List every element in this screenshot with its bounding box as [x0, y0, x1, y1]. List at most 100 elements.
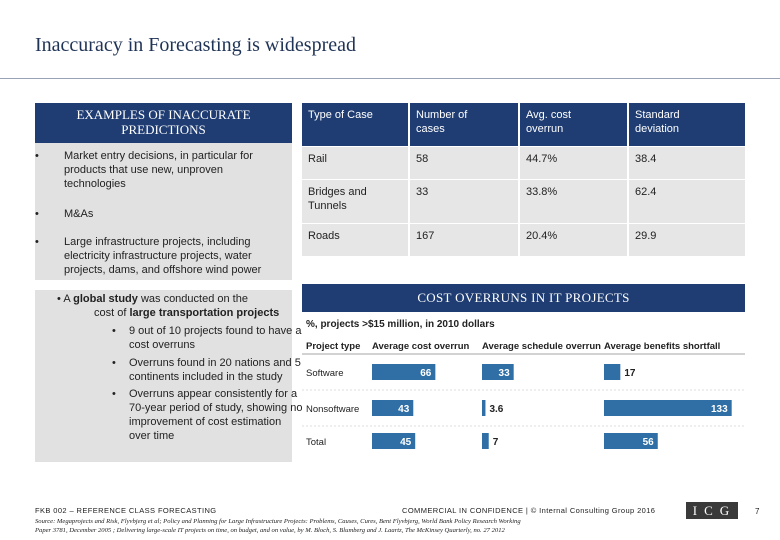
- bullet-marker: •: [57, 293, 61, 305]
- table-cell: 58: [410, 147, 518, 179]
- study-line1: • A global study was conducted on the: [57, 292, 297, 306]
- cost-overruns-title: COST OVERRUNS IN IT PROJECTS: [302, 284, 745, 312]
- cell-text-line: Rail: [308, 153, 327, 165]
- text-line: Overruns found in 20 nations and 5: [129, 357, 301, 369]
- text-line: Large infrastructure projects, including: [64, 236, 251, 248]
- examples-panel: • Market entry decisions, in particular …: [35, 143, 292, 280]
- bar-value-label: 17: [624, 368, 636, 379]
- bar: [604, 364, 621, 380]
- table-cell: Rail: [302, 147, 408, 179]
- bullet-marker: •: [35, 150, 39, 162]
- bar-value-label: 3.6: [489, 404, 503, 415]
- cell-text-line: 38.4: [635, 153, 657, 165]
- bar: [372, 400, 414, 416]
- example-text: Large infrastructure projects, including…: [64, 235, 261, 277]
- cell-text-line: 167: [416, 230, 435, 242]
- cell-text-line: deviation: [635, 123, 680, 135]
- cell-text-line: 62.4: [635, 186, 657, 198]
- category-label: Software: [306, 368, 344, 379]
- cell-text-line: 58: [416, 153, 429, 165]
- examples-heading-line1: EXAMPLES OF INACCURATE: [76, 107, 251, 122]
- text-line: projects, dams, and offshore wind power: [64, 264, 262, 276]
- table-cell: 167: [410, 224, 518, 256]
- study-text: cost of: [94, 307, 130, 319]
- sub-text: Overruns found in 20 nations and 5 conti…: [129, 356, 324, 384]
- table-header-cell: Standard deviation: [629, 103, 745, 146]
- page-title: Inaccuracy in Forecasting is widespread: [35, 34, 356, 56]
- category-header: Project type: [306, 341, 360, 352]
- bar-value-label: 33: [499, 368, 511, 379]
- study-bold-text: global study: [73, 293, 138, 305]
- cell-text-line: Standard: [635, 109, 680, 121]
- it-cost-overrun-chart: %, projects >$15 million, in 2010 dollar…: [302, 312, 745, 462]
- text-line: products that use new, unproven: [64, 164, 223, 176]
- bullet-marker: •: [112, 325, 116, 337]
- series-header: Average schedule overrun: [482, 341, 601, 352]
- bar-value-label: 45: [400, 437, 412, 448]
- bar: [482, 364, 514, 380]
- icg-logo: ICG: [686, 502, 738, 519]
- text-line: electricity infrastructure projects, wat…: [64, 250, 252, 262]
- cell-text-line: 33: [416, 186, 429, 198]
- study-line2: cost of large transportation projects: [94, 306, 279, 320]
- title-divider: [0, 78, 780, 79]
- table-cell: 33: [410, 180, 518, 223]
- cell-text-line: Type of Case: [308, 109, 373, 121]
- source-line: Source: Megaprojects and Risk, Flyvbjerg…: [35, 518, 521, 525]
- bullet-marker: •: [112, 388, 116, 400]
- bullet-marker: •: [112, 357, 116, 369]
- text-line: technologies: [64, 178, 126, 190]
- source-citation: Source: Megaprojects and Risk, Flyvbjerg…: [35, 517, 675, 535]
- bar-value-label: 133: [711, 404, 728, 415]
- examples-heading-line2: PREDICTIONS: [121, 122, 206, 137]
- bar: [482, 400, 486, 416]
- bullet-marker: •: [35, 236, 39, 248]
- table-cell: 20.4%: [520, 224, 627, 256]
- text-line: Overruns appear consistently for a: [129, 388, 298, 400]
- study-text: A: [63, 293, 74, 305]
- footer-course-code: FKB 002 – REFERENCE CLASS FORECASTING: [35, 506, 217, 515]
- page-number: 7: [755, 507, 760, 516]
- text-line: M&As: [64, 208, 94, 220]
- cell-text-line: 29.9: [635, 230, 657, 242]
- source-line: Paper 3781, December 2005 ; Delivering l…: [35, 527, 505, 534]
- bar: [482, 433, 489, 449]
- table-cell: Bridges and Tunnels: [302, 180, 408, 223]
- bar-value-label: 43: [398, 404, 410, 415]
- series-header: Average cost overrun: [372, 341, 470, 352]
- bar: [604, 433, 658, 449]
- cell-text-line: 20.4%: [526, 230, 558, 242]
- global-study-panel: • A global study was conducted on the co…: [35, 290, 302, 462]
- table-header-cell: Type of Case: [302, 103, 408, 146]
- table-cell: 38.4: [629, 147, 745, 179]
- table-header-cell: Avg. cost overrun: [520, 103, 627, 146]
- study-text: was conducted on the: [137, 293, 248, 305]
- bar: [604, 400, 732, 416]
- bar-value-label: 7: [493, 437, 499, 448]
- text-line: cost overruns: [129, 339, 196, 351]
- text-line: over time: [129, 430, 175, 442]
- chart-subtitle: %, projects >$15 million, in 2010 dollar…: [306, 319, 495, 330]
- bullet-marker: •: [35, 208, 39, 220]
- text-line: continents included in the study: [129, 371, 283, 383]
- bar-value-label: 56: [643, 437, 655, 448]
- table-cell: 62.4: [629, 180, 745, 223]
- table-header-cell: Number of cases: [410, 103, 518, 146]
- bar: [372, 364, 436, 380]
- table-cell: Roads: [302, 224, 408, 256]
- bar-value-label: 66: [420, 368, 432, 379]
- cell-text-line: Roads: [308, 230, 340, 242]
- text-line: 70-year period of study, showing no: [129, 402, 303, 414]
- footer-confidentiality: COMMERCIAL IN CONFIDENCE | © Internal Co…: [402, 506, 656, 515]
- example-text: Market entry decisions, in particular fo…: [64, 149, 253, 191]
- cell-text-line: overrun: [526, 123, 564, 135]
- sub-text: Overruns appear consistently for a 70-ye…: [129, 387, 324, 443]
- category-label: Nonsoftware: [306, 404, 359, 415]
- text-line: 9 out of 10 projects found to have a: [129, 325, 302, 337]
- sub-text: 9 out of 10 projects found to have a cos…: [129, 324, 324, 352]
- bar: [372, 433, 416, 449]
- category-label: Total: [306, 437, 326, 448]
- table-cell: 44.7%: [520, 147, 627, 179]
- chart-background: [302, 312, 745, 462]
- text-line: Market entry decisions, in particular fo…: [64, 150, 253, 162]
